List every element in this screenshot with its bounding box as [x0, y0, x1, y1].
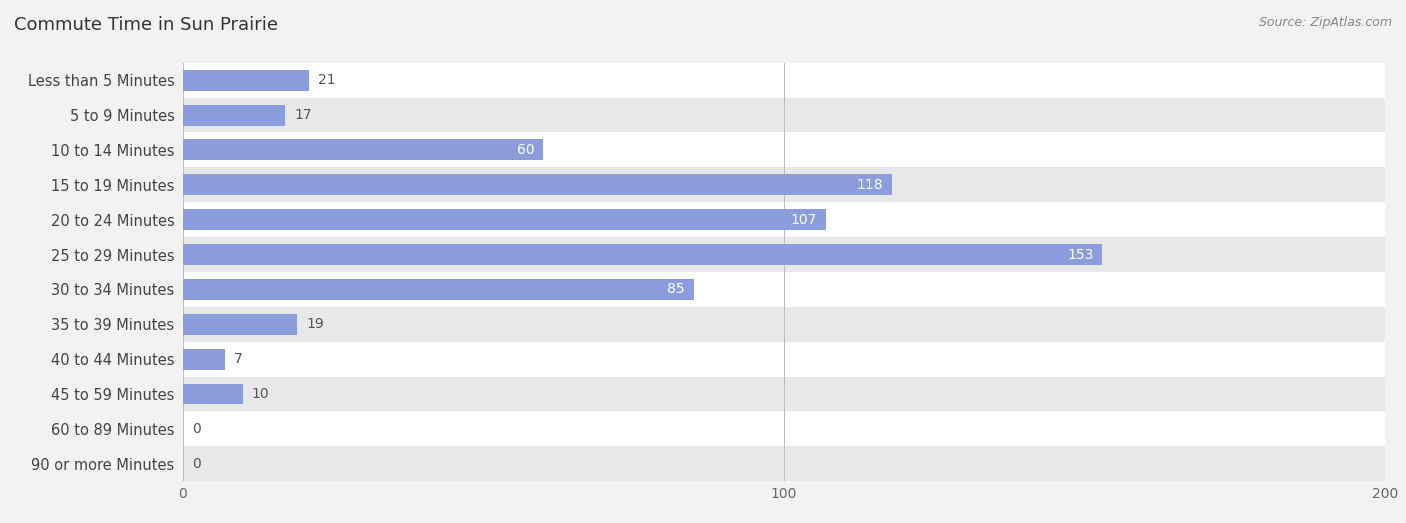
Bar [183, 237, 1385, 272]
Bar [183, 105, 285, 126]
Bar [183, 132, 1385, 167]
Text: 17: 17 [294, 108, 312, 122]
Bar [183, 412, 1385, 446]
Bar [183, 272, 1385, 307]
Text: 153: 153 [1067, 247, 1094, 262]
Text: Commute Time in Sun Prairie: Commute Time in Sun Prairie [14, 16, 278, 33]
Text: 7: 7 [233, 352, 243, 366]
Bar [183, 140, 544, 161]
Bar [183, 314, 297, 335]
Bar [183, 174, 891, 195]
Text: 0: 0 [191, 457, 201, 471]
Text: 60: 60 [517, 143, 534, 157]
Text: 0: 0 [191, 422, 201, 436]
Bar [183, 63, 1385, 98]
Text: 118: 118 [856, 178, 883, 192]
Bar [183, 342, 1385, 377]
Bar [183, 307, 1385, 342]
Bar [183, 279, 693, 300]
Bar [183, 244, 1102, 265]
Text: 107: 107 [790, 213, 817, 226]
Bar [183, 446, 1385, 481]
Text: 10: 10 [252, 387, 270, 401]
Bar [183, 349, 225, 370]
Bar [183, 167, 1385, 202]
Text: 21: 21 [318, 73, 336, 87]
Text: Source: ZipAtlas.com: Source: ZipAtlas.com [1258, 16, 1392, 29]
Bar [183, 98, 1385, 132]
Text: 85: 85 [666, 282, 685, 297]
Bar [183, 377, 1385, 412]
Bar [183, 202, 1385, 237]
Bar [183, 70, 309, 90]
Bar [183, 209, 825, 230]
Bar [183, 383, 243, 404]
Text: 19: 19 [307, 317, 323, 331]
